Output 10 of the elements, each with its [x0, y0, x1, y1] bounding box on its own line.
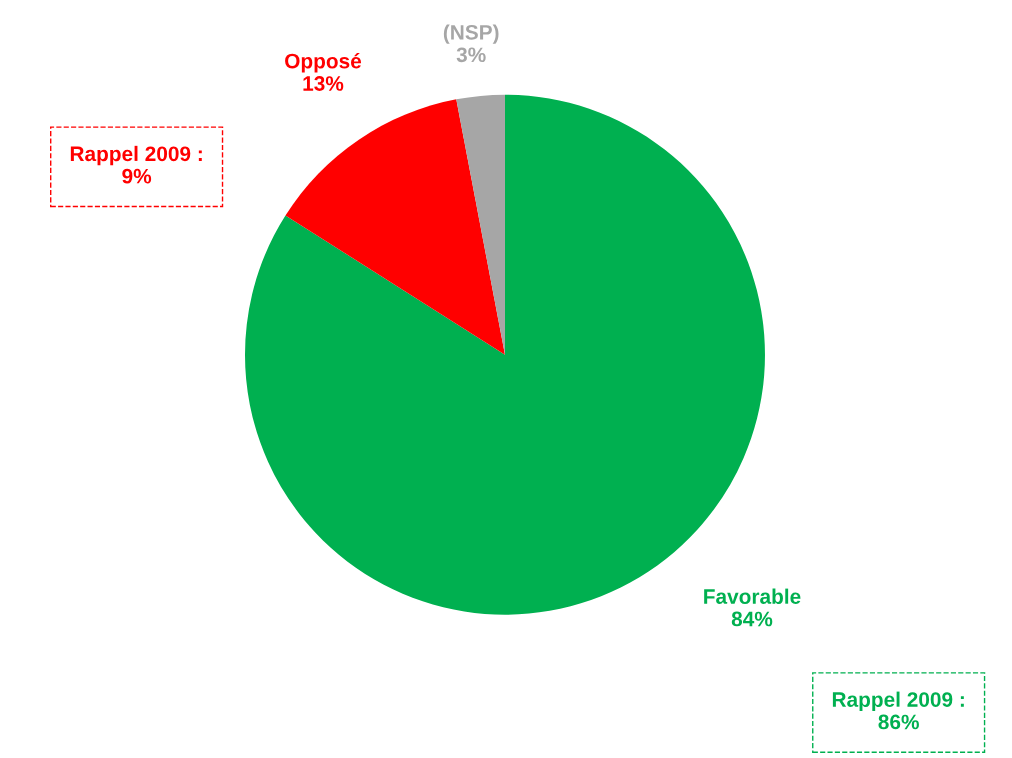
text: Rappel 2009 : 9% — [70, 145, 202, 184]
text: Rappel 2009 : 86% — [832, 691, 964, 730]
pie-slice — [285, 99, 505, 355]
slice-label: (NSP) — [443, 24, 499, 44]
data-label: 84% — [731, 611, 773, 627]
slice-label: Opposé — [285, 52, 362, 73]
data-label: 3% — [456, 47, 486, 63]
data-label: 13% — [303, 76, 344, 91]
pie-slice — [456, 94, 505, 355]
slice-label: Favorable — [704, 588, 801, 604]
